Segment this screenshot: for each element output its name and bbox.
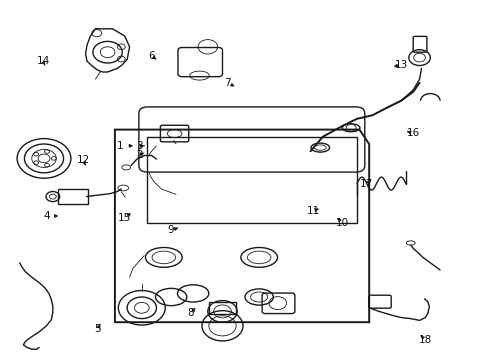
Text: 2: 2 — [136, 150, 142, 160]
Text: 7: 7 — [224, 78, 230, 88]
Text: 11: 11 — [305, 206, 319, 216]
Text: 1: 1 — [116, 141, 123, 151]
Text: 18: 18 — [418, 335, 431, 345]
Text: 15: 15 — [118, 213, 131, 223]
Text: 5: 5 — [94, 324, 101, 334]
Text: 16: 16 — [406, 128, 419, 138]
Text: 4: 4 — [43, 211, 50, 221]
Text: 9: 9 — [167, 225, 174, 235]
Text: 17: 17 — [359, 179, 373, 189]
Text: 6: 6 — [148, 51, 155, 61]
Text: 8: 8 — [187, 308, 194, 318]
Text: 3: 3 — [136, 141, 142, 151]
Text: 13: 13 — [393, 60, 407, 70]
Text: 14: 14 — [36, 56, 50, 66]
Text: 10: 10 — [335, 218, 348, 228]
Text: 12: 12 — [76, 155, 90, 165]
